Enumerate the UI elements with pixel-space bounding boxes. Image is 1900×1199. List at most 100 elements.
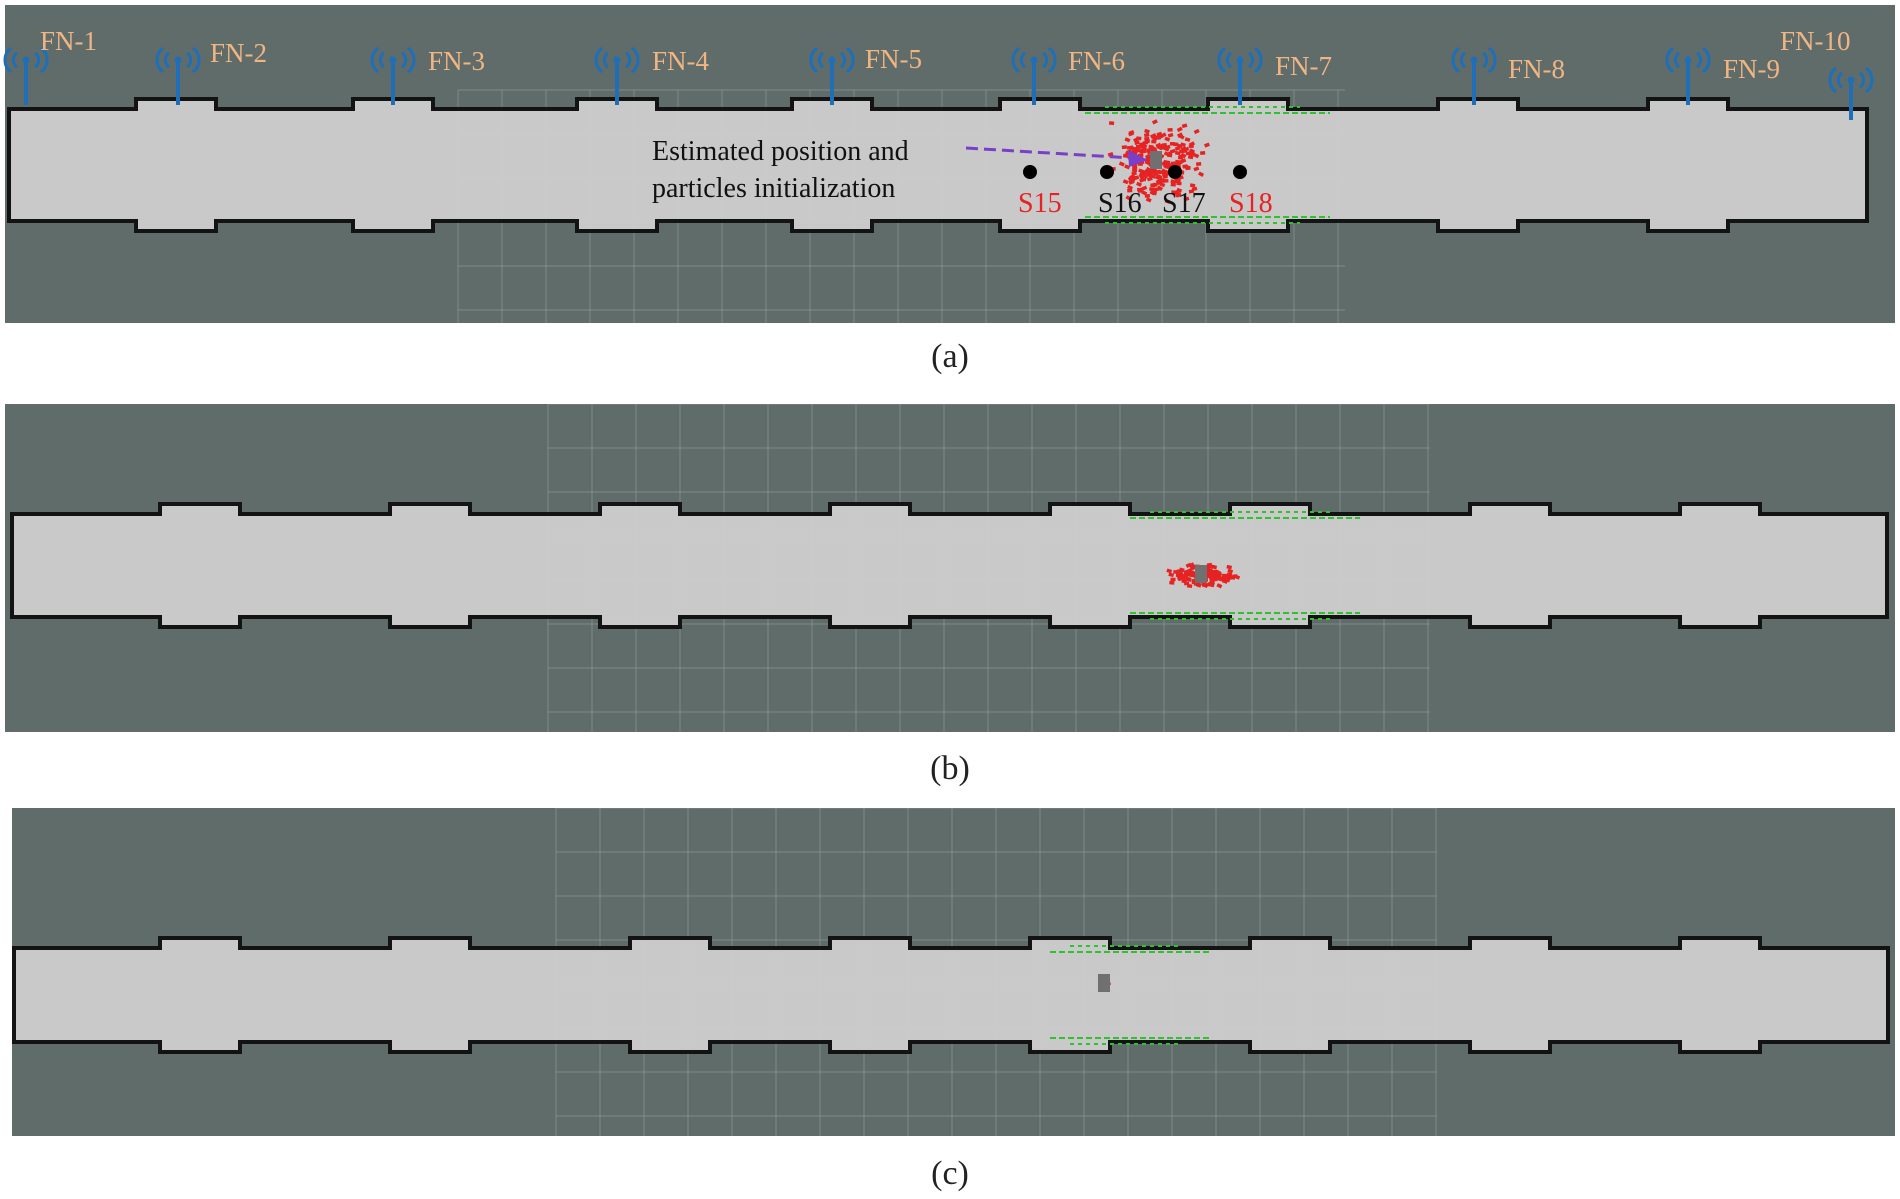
fog-node: FN-8	[1451, 46, 1565, 105]
map-panel-b	[0, 404, 1900, 734]
caption-c: (c)	[931, 1155, 969, 1192]
annotation-line1: Estimated position and	[652, 136, 909, 167]
particle	[1128, 179, 1135, 185]
particle	[1146, 172, 1153, 178]
particle	[1155, 174, 1162, 181]
map-panel-a: FN-1 FN-2 FN-3 FN-4 FN-5 FN-6 FN-7 FN-8 FN-9 FN-1…	[0, 5, 1900, 325]
particle	[1143, 132, 1150, 138]
particle	[1144, 128, 1150, 134]
robot-marker	[1150, 151, 1162, 169]
particle	[1127, 184, 1134, 191]
stations: S15 S16 S17 S18	[1018, 165, 1273, 219]
signal-arc	[1673, 51, 1681, 69]
particle	[1170, 577, 1176, 582]
particle	[1184, 137, 1191, 142]
fog-node: FN-5	[809, 44, 922, 105]
particle	[1167, 127, 1173, 132]
signal-arc	[817, 51, 825, 69]
station: S17	[1162, 165, 1206, 219]
wifi-antenna-icon	[3, 46, 49, 105]
particle	[1149, 187, 1155, 192]
particle	[1150, 183, 1156, 188]
particle	[1164, 160, 1171, 165]
particle	[1176, 126, 1183, 133]
signal-arc	[1254, 46, 1263, 74]
particle	[1226, 564, 1233, 570]
particle	[1133, 147, 1140, 153]
fog-node-label: FN-10	[1780, 26, 1851, 56]
fog-node-label: FN-5	[865, 44, 922, 74]
signal-arc	[3, 46, 12, 74]
signal-arc	[1702, 46, 1711, 74]
particle	[1136, 136, 1142, 141]
particle	[1128, 131, 1134, 137]
signal-arc	[185, 51, 193, 69]
signal-arc	[1247, 51, 1255, 69]
signal-arc	[1225, 51, 1233, 69]
signal-arc	[594, 46, 603, 74]
fog-node: FN-10	[1780, 26, 1874, 120]
particle	[1178, 567, 1185, 573]
particle	[1170, 182, 1176, 187]
wifi-antenna-icon	[1828, 66, 1874, 120]
fog-nodes: FN-1 FN-2 FN-3 FN-4 FN-5 FN-6 FN-7 FN-8 FN-9FN-1…	[3, 26, 1874, 120]
particle	[1145, 166, 1152, 173]
fog-node-label: FN-2	[210, 38, 267, 68]
particle	[1145, 197, 1152, 203]
particle	[1181, 123, 1188, 129]
particle	[1211, 564, 1218, 570]
annotation: Estimated position and particles initial…	[652, 136, 1148, 204]
particle	[1163, 178, 1169, 183]
map-panel-c	[0, 808, 1900, 1138]
signal-arc	[1695, 51, 1703, 69]
particle	[1168, 572, 1175, 578]
particle	[1188, 189, 1195, 194]
laser-scan	[1130, 511, 1360, 620]
caption-a: (a)	[931, 338, 969, 375]
station-marker	[1023, 165, 1037, 179]
particle	[1127, 146, 1133, 150]
particle	[1193, 166, 1200, 172]
fog-node: FN-3	[370, 46, 485, 105]
particle	[1146, 176, 1153, 182]
signal-arc	[1041, 51, 1049, 69]
signal-arc	[155, 46, 164, 74]
station: S16	[1098, 165, 1142, 219]
occupancy-map-a: FN-1 FN-2 FN-3 FN-4 FN-5 FN-6 FN-7 FN-8 FN-9FN-1…	[3, 5, 1895, 323]
occupancy-map-c	[12, 808, 1895, 1136]
particle	[1166, 568, 1173, 574]
particle	[1158, 169, 1165, 175]
signal-arc	[400, 51, 408, 69]
station-marker	[1168, 165, 1182, 179]
antenna-dot	[1847, 76, 1855, 84]
fog-node: FN-4	[594, 46, 710, 105]
signal-arc	[1665, 46, 1674, 74]
signal-arc	[624, 51, 632, 69]
signal-arc	[370, 46, 379, 74]
particle	[1159, 143, 1166, 150]
wifi-antenna-icon	[594, 46, 640, 105]
particle	[1138, 172, 1145, 178]
particle	[1179, 576, 1185, 581]
particle	[1124, 137, 1131, 143]
annotation-arrow	[965, 146, 1133, 160]
antenna-dot	[22, 56, 30, 64]
signal-arc	[1451, 46, 1460, 74]
particle	[1141, 143, 1148, 149]
signal-arc	[1858, 71, 1866, 89]
annotation-line2: particles initialization	[652, 173, 895, 204]
particle	[1202, 582, 1209, 589]
particle	[1156, 185, 1164, 191]
particle	[1221, 573, 1228, 578]
signal-arc	[1019, 51, 1027, 69]
particle	[1167, 132, 1174, 138]
particle	[1169, 142, 1175, 146]
wifi-antenna-icon	[370, 46, 416, 105]
particle	[1149, 190, 1156, 196]
signal-arc	[839, 51, 847, 69]
signal-arc	[809, 46, 818, 74]
particle	[1124, 164, 1131, 170]
particle	[1134, 140, 1140, 146]
fog-node-label: FN-6	[1068, 46, 1125, 76]
fog-node-label: FN-9	[1723, 54, 1780, 84]
